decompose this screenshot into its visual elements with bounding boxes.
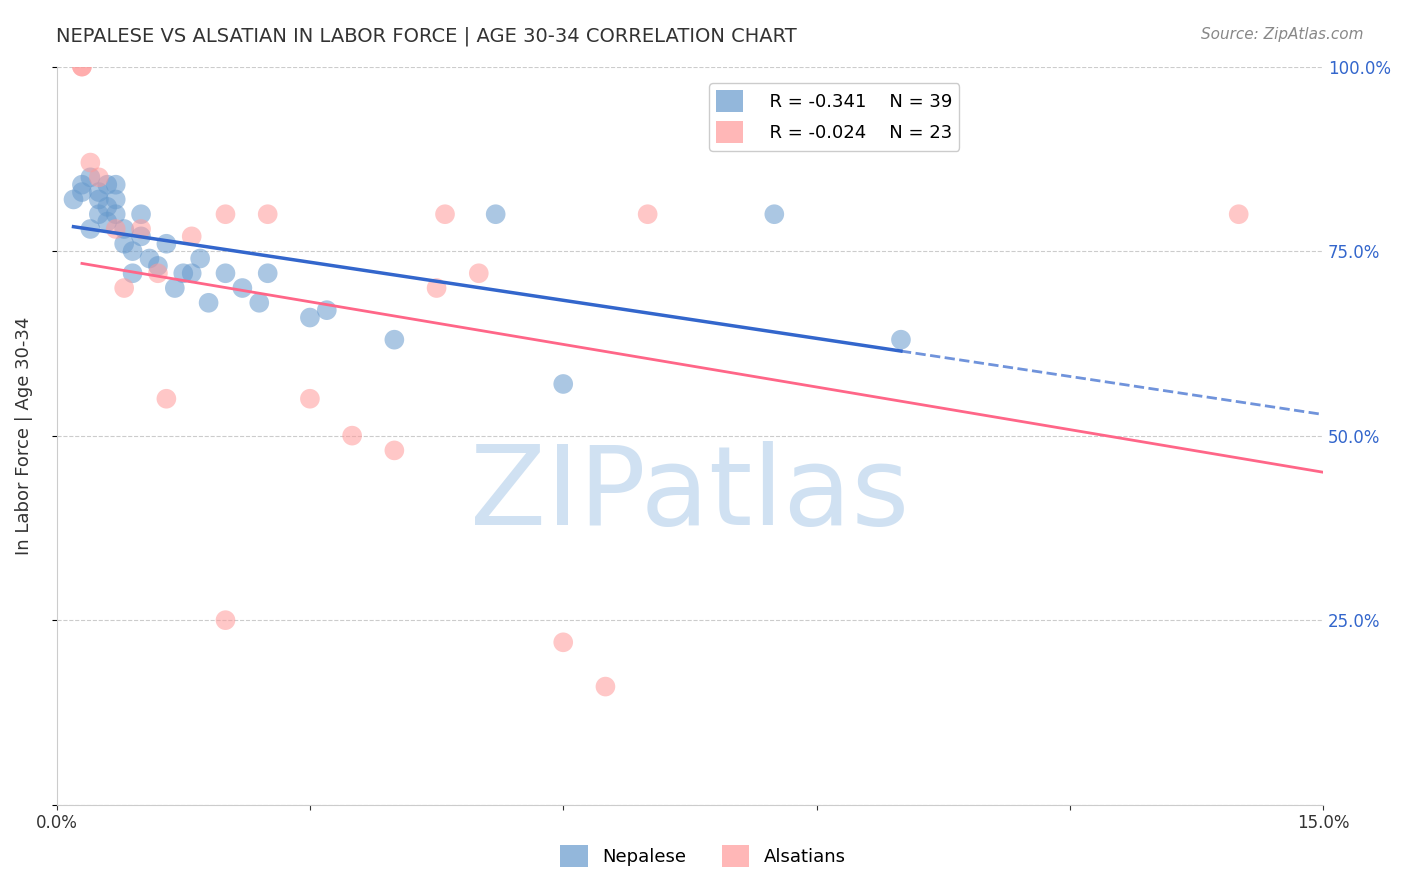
Point <box>247 295 270 310</box>
Point <box>112 236 135 251</box>
Point <box>62 193 84 207</box>
Point <box>382 333 405 347</box>
Point <box>1227 207 1250 221</box>
Point <box>180 229 202 244</box>
Point <box>214 266 236 280</box>
Point <box>340 428 363 442</box>
Point <box>112 281 135 295</box>
Point <box>121 244 143 259</box>
Point <box>890 333 912 347</box>
Point <box>70 60 93 74</box>
Point <box>315 303 337 318</box>
Point <box>112 222 135 236</box>
Point <box>180 266 202 280</box>
Point <box>553 376 575 391</box>
Point <box>256 207 278 221</box>
Point <box>129 229 152 244</box>
Point <box>146 266 169 280</box>
Text: Source: ZipAtlas.com: Source: ZipAtlas.com <box>1201 27 1364 42</box>
Point <box>146 259 169 273</box>
Point <box>485 207 508 221</box>
Point <box>138 252 160 266</box>
Point <box>188 252 211 266</box>
Point <box>214 613 236 627</box>
Point <box>96 200 118 214</box>
Point <box>87 207 110 221</box>
Point <box>129 207 152 221</box>
Point <box>298 392 321 406</box>
Point <box>129 222 152 236</box>
Point <box>163 281 186 295</box>
Point <box>553 635 575 649</box>
Point <box>79 222 101 236</box>
Point <box>426 281 449 295</box>
Legend:   R = -0.341    N = 39,   R = -0.024    N = 23: R = -0.341 N = 39, R = -0.024 N = 23 <box>709 83 959 151</box>
Point <box>434 207 457 221</box>
Point <box>87 185 110 199</box>
Point <box>96 214 118 228</box>
Point <box>70 178 93 192</box>
Text: ZIPatlas: ZIPatlas <box>470 442 910 549</box>
Point <box>298 310 321 325</box>
Point <box>87 170 110 185</box>
Point <box>79 170 101 185</box>
Point <box>595 680 617 694</box>
Point <box>104 178 127 192</box>
Point <box>104 207 127 221</box>
Point <box>382 443 405 458</box>
Point <box>256 266 278 280</box>
Point <box>121 266 143 280</box>
Point <box>96 178 118 192</box>
Point <box>197 295 219 310</box>
Point <box>468 266 491 280</box>
Point <box>70 185 93 199</box>
Point <box>763 207 786 221</box>
Point <box>104 222 127 236</box>
Point <box>155 236 177 251</box>
Point <box>104 193 127 207</box>
Point <box>87 193 110 207</box>
Text: NEPALESE VS ALSATIAN IN LABOR FORCE | AGE 30-34 CORRELATION CHART: NEPALESE VS ALSATIAN IN LABOR FORCE | AG… <box>56 27 797 46</box>
Point <box>637 207 659 221</box>
Point <box>79 155 101 169</box>
Point <box>214 207 236 221</box>
Y-axis label: In Labor Force | Age 30-34: In Labor Force | Age 30-34 <box>15 317 32 555</box>
Legend: Nepalese, Alsatians: Nepalese, Alsatians <box>553 838 853 874</box>
Point <box>172 266 194 280</box>
Point <box>70 60 93 74</box>
Point <box>231 281 253 295</box>
Point <box>155 392 177 406</box>
